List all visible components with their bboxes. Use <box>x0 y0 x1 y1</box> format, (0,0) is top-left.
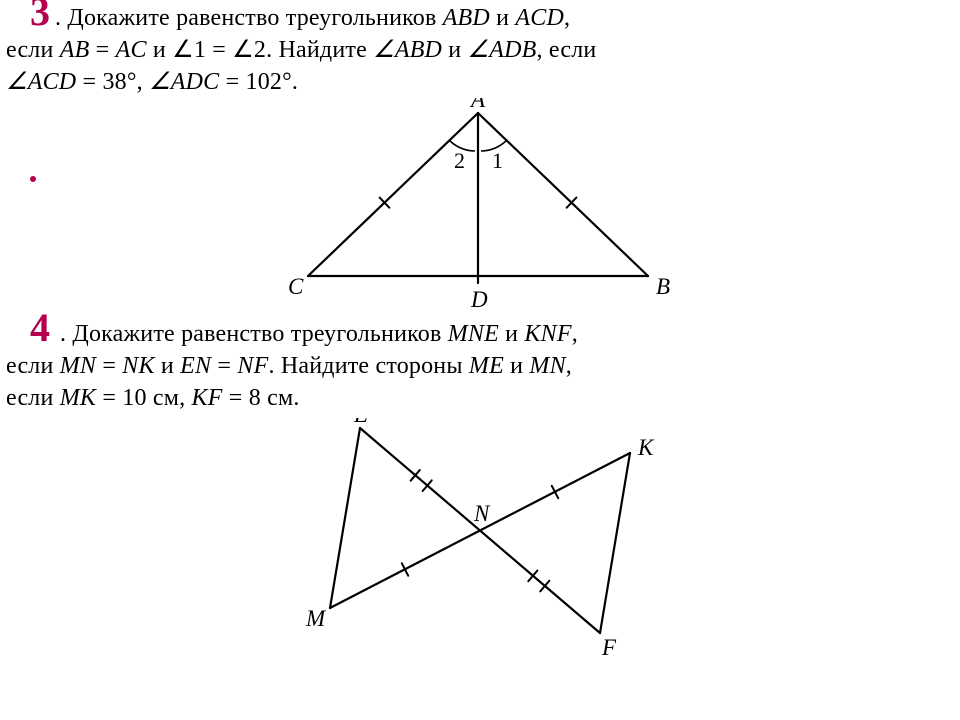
problem3-text-line3: ∠ACD = 38°, ∠ADC = 102°. <box>6 66 956 98</box>
p4-l2-m: , <box>566 353 572 379</box>
ink-dot <box>30 176 36 182</box>
p3-l1-e: , <box>564 5 570 31</box>
p4-l2-b: MN <box>60 353 96 379</box>
p4-l2-i: . Найдите стороны <box>268 353 468 379</box>
problem3-text-line2: если AB = AC и ∠1 = ∠2. Найдите ∠ABD и ∠… <box>6 34 956 66</box>
p4-l3-d: KF <box>192 385 223 411</box>
p3-l3-b: = 38°, <box>76 69 149 95</box>
p3-l2-a: если <box>6 37 60 63</box>
p4-l1-a: . Докажите равенство треугольников <box>60 321 448 347</box>
p4-l2-e: и <box>155 353 180 379</box>
p3-l2-f: ∠ABD <box>373 37 442 63</box>
p3-l2-h: ∠ADB <box>468 37 537 63</box>
p3-l1-d: ACD <box>515 5 564 31</box>
problem4-text-line2: если MN = NK и EN = NF. Найдите стороны … <box>6 350 956 382</box>
p4-l2-l: MN <box>529 353 565 379</box>
p4-l2-j: ME <box>469 353 504 379</box>
p4-l2-f: EN <box>180 353 211 379</box>
p4-l1-c: и <box>499 321 524 347</box>
p4-l1-b: MNE <box>448 321 499 347</box>
p3-l1-a: . Докажите равенство треугольников <box>55 5 443 31</box>
p3-l1-b: ABD <box>443 5 490 31</box>
problem3-text: . Докажите равенство треугольников ABD и… <box>55 2 955 34</box>
p3-l2-e: и ∠1 = ∠2. Найдите <box>147 37 373 63</box>
p4-l3-a: если <box>6 385 60 411</box>
svg-text:E: E <box>353 418 368 427</box>
p4-l2-c: = <box>96 353 122 379</box>
p4-l2-g: = <box>211 353 237 379</box>
p4-l2-a: если <box>6 353 60 379</box>
p4-l2-k: и <box>504 353 529 379</box>
handwritten-number-3: 3 <box>30 0 50 32</box>
p3-l2-i: , если <box>537 37 597 63</box>
figure-2: E K N M F <box>230 418 710 683</box>
problem4-text: . Докажите равенство треугольников MNE и… <box>60 318 960 350</box>
svg-text:C: C <box>288 274 304 299</box>
svg-text:A: A <box>469 98 486 112</box>
p3-l2-b: AB <box>60 37 90 63</box>
figure-1: A B C D 1 2 <box>268 98 698 318</box>
p3-l2-c: = <box>89 37 115 63</box>
p3-l3-c: ∠ADC <box>149 69 219 95</box>
svg-text:1: 1 <box>492 148 503 173</box>
p4-l3-e: = 8 см. <box>223 385 300 411</box>
handwritten-number-4: 4 <box>30 308 50 348</box>
p3-l3-a: ∠ACD <box>6 69 76 95</box>
p4-l2-d: NK <box>122 353 154 379</box>
p3-l1-c: и <box>490 5 515 31</box>
p4-l3-c: = 10 см, <box>96 385 191 411</box>
svg-text:N: N <box>473 501 491 526</box>
p4-l2-h: NF <box>237 353 268 379</box>
svg-text:K: K <box>637 435 655 460</box>
p4-l1-d: KNF <box>524 321 571 347</box>
p3-l2-d: AC <box>116 37 147 63</box>
p3-l2-g: и <box>442 37 467 63</box>
p4-l3-b: MK <box>60 385 96 411</box>
svg-text:F: F <box>601 635 617 660</box>
p4-l1-e: , <box>572 321 578 347</box>
svg-text:2: 2 <box>454 148 465 173</box>
p3-l3-d: = 102°. <box>219 69 298 95</box>
svg-text:B: B <box>656 274 670 299</box>
svg-text:D: D <box>470 287 488 312</box>
problem4-text-line3: если MK = 10 см, KF = 8 см. <box>6 382 956 414</box>
svg-text:M: M <box>305 606 327 631</box>
